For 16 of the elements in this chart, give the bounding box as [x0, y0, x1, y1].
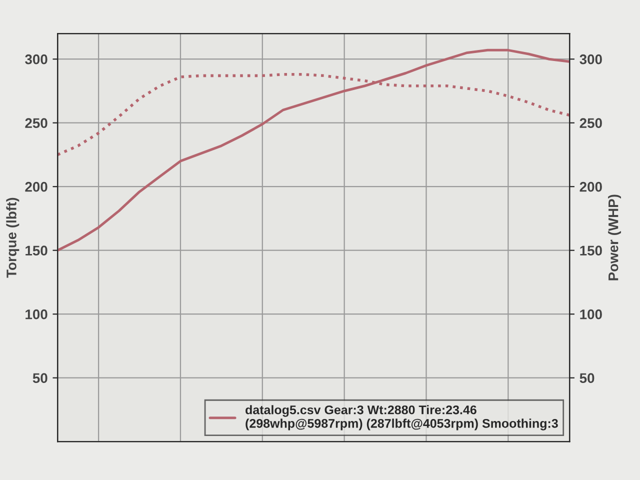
- y-tick-label: 50: [32, 373, 48, 384]
- y-tick-label: 250: [25, 118, 48, 128]
- y2-tick-label: 50: [580, 373, 594, 384]
- legend-label: datalog5.csv Gear:3 Wt:2880 Tire:23.46 (298whp@5987rpm) (287lbft@4053rpm) Smoothing:3: [246, 405, 558, 430]
- y-tick-label: 200: [25, 182, 48, 192]
- line-series: [58, 48, 570, 252]
- y2-tick-label: 300: [580, 54, 602, 64]
- y-axis-title: Torque (lbft): [6, 198, 20, 278]
- y-tick-label: 100: [26, 309, 48, 320]
- y2-tick-label: 200: [580, 182, 602, 192]
- y-tick-label: 300: [25, 54, 48, 64]
- y2-tick-label: 250: [580, 118, 602, 128]
- y2-axis-title: Power (WHP): [608, 194, 621, 280]
- y2-tick-label: 100: [580, 309, 602, 320]
- y-tick-label: 150: [26, 246, 48, 256]
- y2-tick-label: 150: [580, 246, 602, 256]
